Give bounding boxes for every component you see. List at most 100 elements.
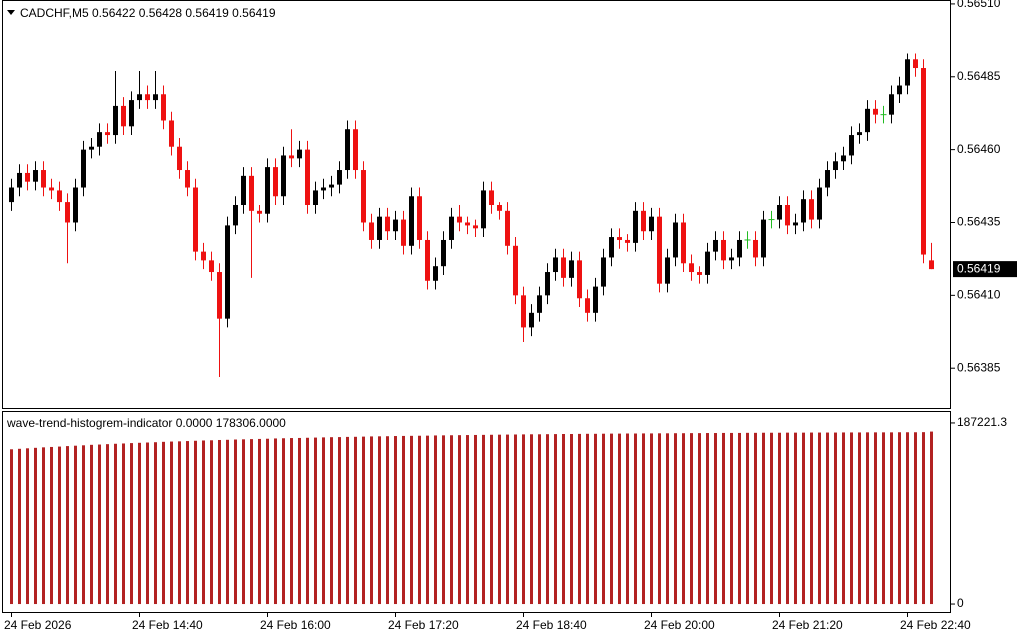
histogram-bar <box>146 442 149 605</box>
histogram-bar <box>330 437 333 605</box>
candle-body <box>289 155 294 159</box>
candle-body <box>737 239 742 258</box>
candle-body <box>537 295 542 313</box>
histogram-bar <box>578 433 581 605</box>
candle-body <box>193 187 198 252</box>
candle-body <box>169 120 174 147</box>
histogram-bar <box>50 446 53 605</box>
candle-body <box>841 155 846 162</box>
candle-body <box>425 239 430 281</box>
collapse-icon[interactable] <box>7 10 15 15</box>
candle-body <box>57 190 62 203</box>
chart-title: CADCHF,M5 0.56422 0.56428 0.56419 0.5641… <box>20 6 276 20</box>
histogram-bar <box>106 444 109 605</box>
candle-body <box>617 237 622 240</box>
histogram-bar <box>746 432 749 605</box>
histogram-bar <box>658 433 661 605</box>
histogram-bar <box>786 432 789 605</box>
candle-body <box>9 187 14 203</box>
candle-body <box>825 170 830 188</box>
histogram-bar <box>314 437 317 605</box>
candle-body <box>585 298 590 313</box>
histogram-bar <box>858 432 861 605</box>
histogram-bar <box>98 444 101 605</box>
histogram-bar <box>474 434 477 605</box>
y-tick-label: 0.56510 <box>957 0 1001 10</box>
histogram-bar <box>274 438 277 605</box>
histogram-bar <box>170 441 173 605</box>
histogram-bar <box>922 432 925 605</box>
candle-body <box>297 149 302 159</box>
histogram-bar <box>850 432 853 605</box>
candle-body <box>417 196 422 240</box>
histogram-bar <box>610 433 613 605</box>
candle-body <box>753 239 758 258</box>
histogram-bar <box>194 440 197 605</box>
last-price-label: 0.56419 <box>957 261 1001 275</box>
candle-body <box>81 149 86 188</box>
histogram-bar <box>458 435 461 605</box>
histogram-bar <box>530 434 533 605</box>
candle-body <box>641 210 646 232</box>
histogram-bar <box>738 432 741 605</box>
histogram-bar <box>826 432 829 605</box>
histogram-bar <box>114 443 117 605</box>
last-price-box <box>953 261 1017 278</box>
candle-body <box>681 222 686 264</box>
histogram-bar <box>626 433 629 605</box>
histogram-bar <box>362 436 365 605</box>
candle-body <box>897 85 902 95</box>
candle-body <box>721 239 726 261</box>
candle-body <box>481 190 486 229</box>
candle-body <box>137 94 142 101</box>
histogram-bar <box>10 449 13 605</box>
candle-body <box>601 257 606 287</box>
histogram-bar <box>242 439 245 605</box>
y-tick-label: 0.56460 <box>957 142 1001 156</box>
histogram-bar <box>338 437 341 605</box>
histogram-bar <box>706 433 709 605</box>
histogram-bar <box>58 446 61 605</box>
histogram-bar <box>674 433 677 605</box>
x-tick-label: 24 Feb 16:00 <box>260 618 331 632</box>
histogram-bar <box>874 432 877 605</box>
candle-body <box>265 167 270 214</box>
histogram-bar <box>722 432 725 605</box>
candle-body <box>201 251 206 261</box>
candle-body <box>929 260 934 270</box>
candle-body <box>593 286 598 313</box>
candle-body <box>793 222 798 226</box>
histogram-bar <box>930 431 933 605</box>
histogram-bar <box>770 432 773 605</box>
candle-body <box>217 272 222 319</box>
indicator-panel <box>2 411 951 613</box>
histogram-bar <box>730 432 733 605</box>
candle-body <box>345 129 350 171</box>
candle-body <box>121 105 126 127</box>
candle-body <box>521 295 526 328</box>
candle-body <box>697 272 702 275</box>
candle-body <box>73 187 78 223</box>
histogram-bar <box>370 436 373 605</box>
histogram-bar <box>866 432 869 605</box>
y-tick-label: 0.56385 <box>957 360 1001 374</box>
histogram-bar <box>282 438 285 605</box>
histogram-bar <box>562 433 565 605</box>
histogram-bar <box>890 432 893 605</box>
candle-body <box>857 132 862 136</box>
histogram-bar <box>650 433 653 605</box>
histogram-bar <box>386 436 389 605</box>
x-tick-label: 24 Feb 17:20 <box>388 618 459 632</box>
candle-body <box>305 149 310 205</box>
histogram-bar <box>842 432 845 605</box>
candle-body <box>817 187 822 220</box>
candle-body <box>713 239 718 252</box>
candle-body <box>409 196 414 246</box>
histogram-bar <box>418 435 421 605</box>
histogram-bar <box>394 436 397 605</box>
histogram-bar <box>210 440 213 605</box>
candle-body <box>145 94 150 101</box>
candle-body <box>473 225 478 229</box>
candle-body <box>849 135 854 156</box>
candle-body <box>249 175 254 211</box>
